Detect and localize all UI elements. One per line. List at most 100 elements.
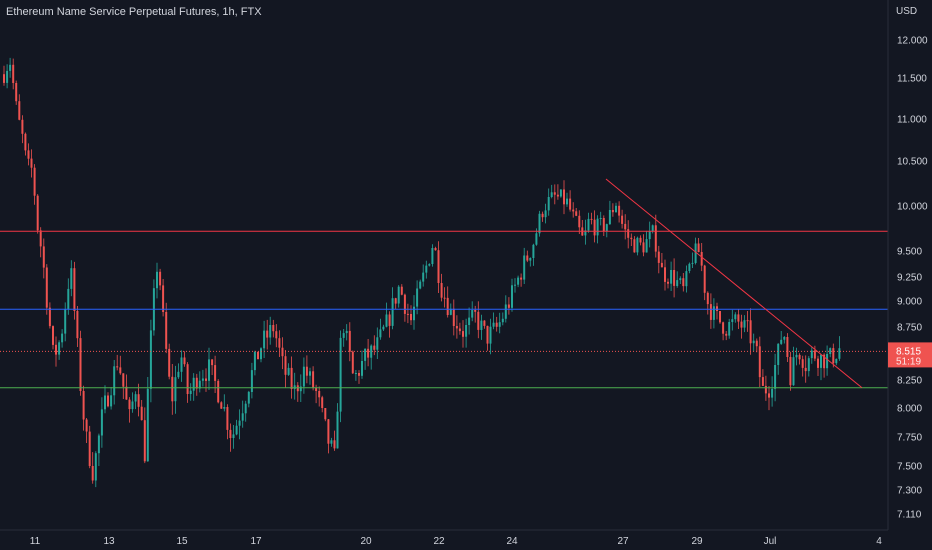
chart-title: Ethereum Name Service Perpetual Futures,… bbox=[6, 6, 262, 18]
candle bbox=[413, 295, 415, 330]
candle bbox=[764, 375, 767, 401]
candles-layer bbox=[3, 57, 841, 488]
candle bbox=[52, 325, 54, 350]
candle bbox=[474, 305, 477, 323]
candle bbox=[247, 390, 250, 408]
candle bbox=[36, 194, 39, 234]
candle bbox=[572, 202, 575, 218]
candle bbox=[507, 297, 510, 315]
candle bbox=[152, 279, 155, 336]
candle bbox=[183, 351, 186, 367]
candle bbox=[621, 209, 624, 229]
candle bbox=[113, 360, 116, 405]
candle bbox=[645, 230, 648, 253]
y-tick-label: 11.000 bbox=[897, 115, 927, 126]
candle bbox=[651, 224, 654, 234]
candle bbox=[339, 330, 342, 423]
candle bbox=[703, 264, 706, 301]
y-tick-label: 9.000 bbox=[897, 297, 922, 308]
candle bbox=[55, 336, 57, 367]
candle bbox=[639, 235, 642, 246]
candle bbox=[783, 336, 786, 344]
candle bbox=[336, 403, 339, 449]
candle bbox=[673, 258, 676, 298]
levels-layer bbox=[0, 178, 888, 389]
candle bbox=[15, 80, 18, 105]
candle bbox=[79, 330, 82, 396]
candle bbox=[593, 210, 596, 243]
candle bbox=[489, 318, 492, 355]
candle bbox=[100, 397, 103, 448]
y-tick-label: 7.110 bbox=[897, 510, 922, 521]
candle bbox=[676, 271, 679, 288]
candle bbox=[217, 379, 220, 404]
candle bbox=[443, 287, 446, 308]
candle bbox=[226, 404, 229, 440]
candle bbox=[88, 425, 91, 469]
candle bbox=[318, 386, 321, 407]
candle bbox=[180, 350, 183, 382]
candle bbox=[12, 58, 15, 90]
candle bbox=[42, 238, 45, 279]
candle bbox=[792, 346, 795, 386]
candle bbox=[538, 210, 541, 237]
candle bbox=[835, 358, 838, 366]
candle bbox=[189, 383, 192, 401]
candle bbox=[232, 425, 235, 449]
candle bbox=[388, 311, 391, 338]
candle bbox=[73, 261, 76, 320]
candle bbox=[367, 339, 370, 367]
candle bbox=[553, 184, 556, 205]
candle bbox=[110, 387, 113, 410]
candle bbox=[397, 285, 400, 308]
candle bbox=[630, 233, 633, 246]
candle bbox=[636, 236, 639, 256]
candle bbox=[446, 286, 449, 318]
x-tick-label: 24 bbox=[506, 536, 518, 547]
candle bbox=[39, 227, 42, 258]
candle bbox=[241, 400, 244, 428]
candle bbox=[403, 293, 406, 322]
candle bbox=[624, 214, 627, 240]
candle bbox=[728, 318, 731, 339]
candle bbox=[804, 355, 807, 383]
y-tick-label: 7.750 bbox=[897, 433, 922, 444]
candle bbox=[376, 327, 379, 359]
candle bbox=[122, 373, 125, 399]
candle bbox=[128, 397, 131, 423]
candle bbox=[660, 253, 663, 268]
candle bbox=[61, 329, 64, 348]
candle bbox=[584, 219, 587, 245]
candle bbox=[795, 347, 798, 366]
price-axis[interactable]: USD 12.000 11.500 11.000 10.500 10.000 9.500 9… bbox=[887, 0, 928, 530]
candle bbox=[544, 203, 547, 224]
candle bbox=[364, 348, 367, 370]
time-axis[interactable]: 11 13 15 17 20 22 24 27 29 Jul 4 bbox=[0, 529, 888, 547]
candle bbox=[370, 344, 373, 370]
candle bbox=[691, 252, 694, 268]
candle bbox=[517, 275, 520, 288]
candle bbox=[205, 368, 207, 392]
candle bbox=[581, 220, 584, 236]
candle bbox=[91, 452, 94, 484]
candle bbox=[82, 385, 85, 431]
candle bbox=[192, 373, 195, 401]
candle bbox=[602, 215, 605, 236]
candle bbox=[211, 359, 214, 375]
candle bbox=[229, 423, 232, 452]
x-tick-label: 15 bbox=[176, 536, 188, 547]
candle bbox=[296, 382, 299, 402]
candle bbox=[327, 419, 330, 454]
candle bbox=[550, 184, 553, 199]
candle bbox=[391, 287, 394, 330]
candle bbox=[116, 354, 119, 371]
candle bbox=[18, 94, 21, 121]
x-tick-label: 4 bbox=[876, 536, 882, 547]
trendline[interactable] bbox=[605, 178, 863, 389]
candle bbox=[131, 392, 134, 413]
y-tick-label: 7.500 bbox=[897, 462, 922, 473]
candle bbox=[149, 319, 152, 403]
candle bbox=[608, 200, 611, 225]
candle bbox=[514, 278, 516, 293]
